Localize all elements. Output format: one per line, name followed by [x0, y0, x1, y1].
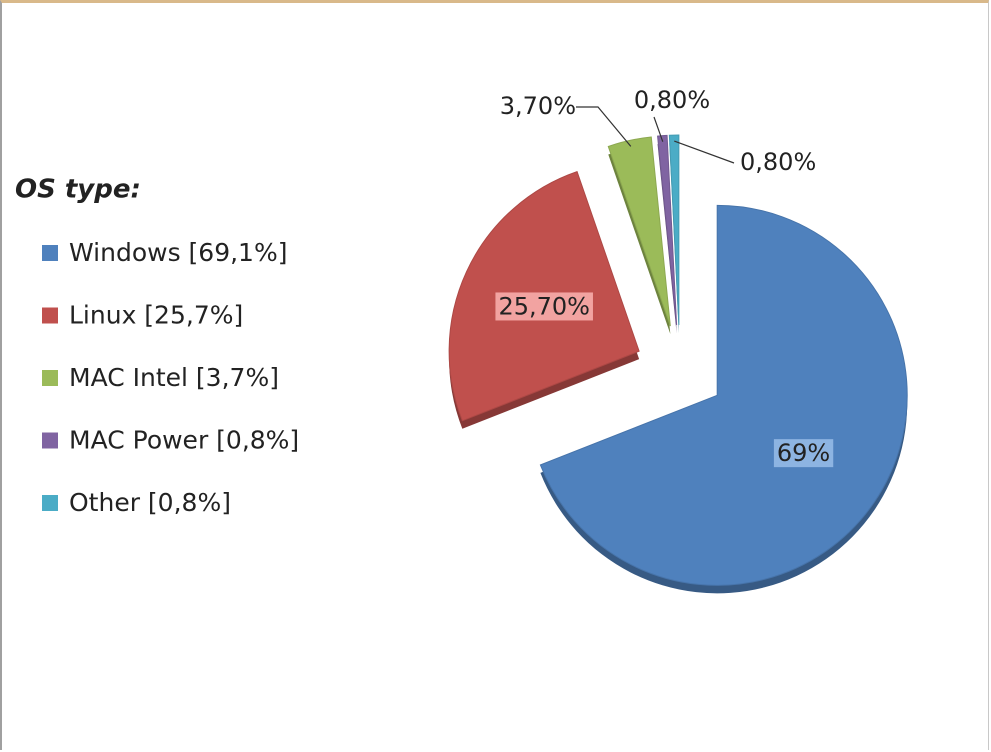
legend-swatch: [42, 495, 58, 511]
slice-side: [657, 143, 677, 334]
legend-swatch: [42, 370, 58, 386]
legend-title: OS type:: [15, 175, 141, 205]
value-label-bg: [773, 439, 834, 468]
legend-label: Windows [69,1%]: [69, 238, 287, 267]
value-label: 3,70%: [500, 92, 576, 120]
legend-swatch: [42, 307, 58, 324]
value-label: 69%: [777, 439, 830, 467]
leader-line: [653, 116, 664, 142]
value-label: 25,70%: [498, 292, 590, 320]
legend-label: MAC Intel [3,7%]: [69, 363, 279, 392]
slice: [657, 134, 678, 326]
slice: [539, 204, 908, 586]
legend-swatch: [42, 245, 58, 261]
slice: [607, 136, 671, 327]
value-label: 0,80%: [740, 148, 816, 176]
legend-swatch: [42, 432, 58, 449]
legend-label: Other [0,8%]: [69, 488, 231, 517]
value-label: 0,80%: [634, 86, 710, 114]
slice: [668, 134, 680, 326]
leader-line: [674, 140, 735, 164]
leader-line: [576, 106, 632, 147]
legend-label: Linux [25,7%]: [69, 301, 243, 330]
legend-label: MAC Power [0,8%]: [69, 426, 299, 455]
value-label-bg: [495, 292, 593, 321]
